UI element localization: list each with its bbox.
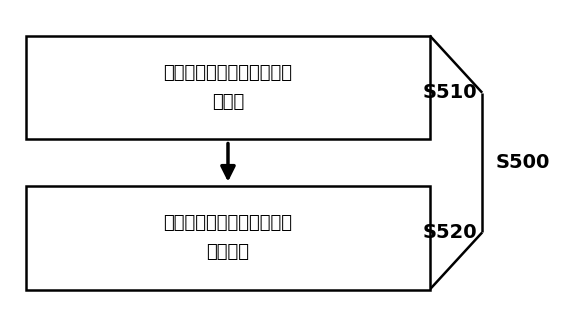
FancyBboxPatch shape — [26, 35, 430, 139]
FancyBboxPatch shape — [26, 186, 430, 289]
Text: 对解码数据进行格式化与过
滤处理: 对解码数据进行格式化与过 滤处理 — [163, 64, 293, 111]
Text: S520: S520 — [423, 223, 478, 242]
Text: 对格式化与过滤之后的数据
进行显示: 对格式化与过滤之后的数据 进行显示 — [163, 214, 293, 261]
Text: S500: S500 — [496, 153, 551, 172]
Text: S510: S510 — [423, 83, 478, 102]
